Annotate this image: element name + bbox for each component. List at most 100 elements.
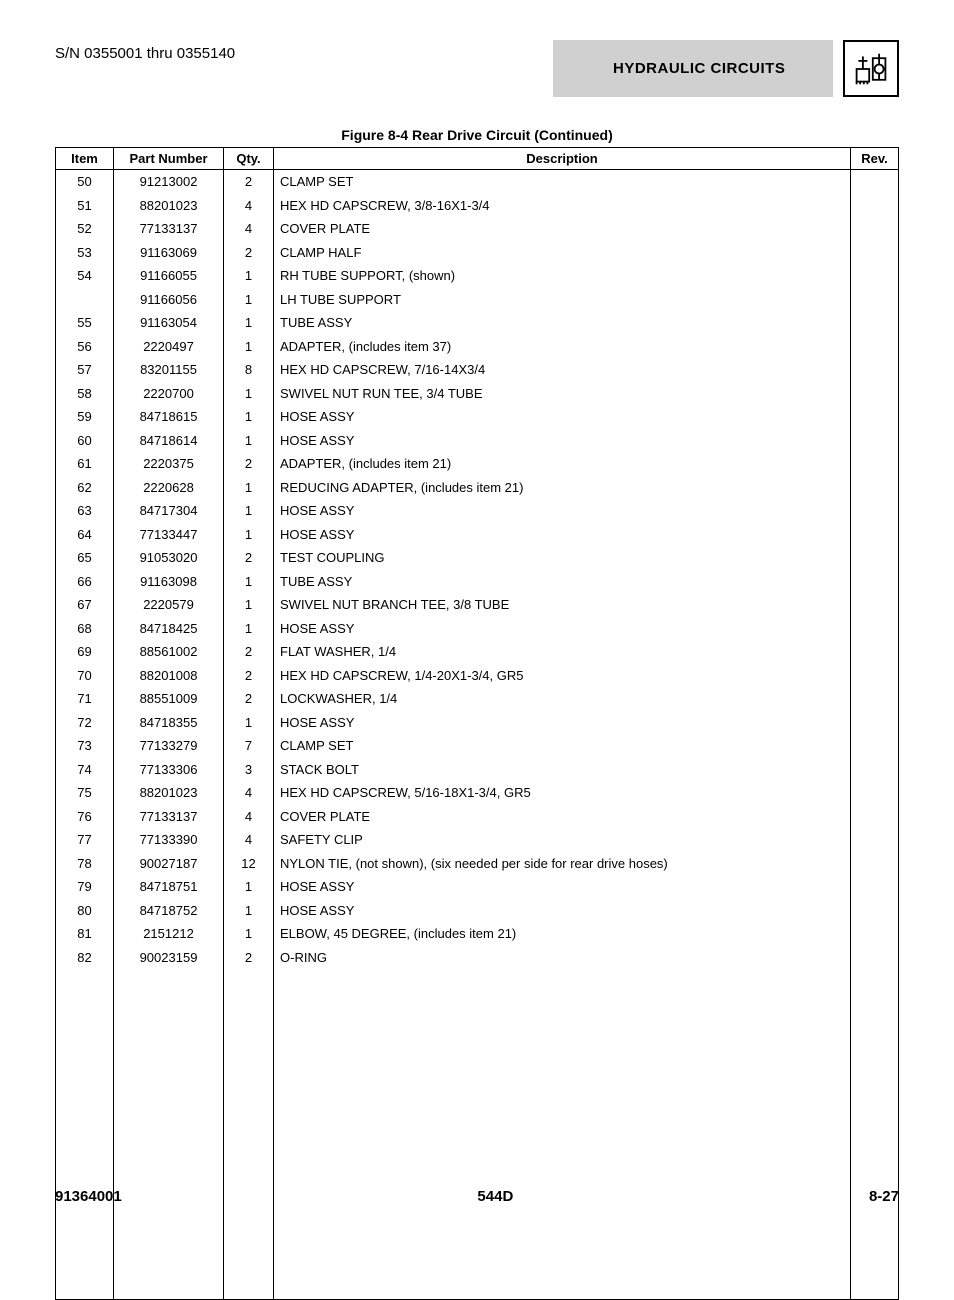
cell-part: 2220375 (114, 452, 224, 476)
cell-item: 58 (56, 382, 114, 406)
cell-qty: 2 (224, 687, 274, 711)
cell-rev (851, 922, 899, 946)
cell-rev (851, 852, 899, 876)
page-header: S/N 0355001 thru 0355140 HYDRAULIC CIRCU… (55, 40, 899, 97)
cell-qty: 4 (224, 781, 274, 805)
cell-desc: SWIVEL NUT RUN TEE, 3/4 TUBE (274, 382, 851, 406)
cell-part: 88201008 (114, 664, 224, 688)
col-header-desc: Description (274, 148, 851, 170)
cell-rev (851, 358, 899, 382)
cell-desc: TUBE ASSY (274, 570, 851, 594)
hydraulic-circuits-icon (853, 51, 889, 87)
cell-part: 77133279 (114, 734, 224, 758)
cell-desc: COVER PLATE (274, 217, 851, 241)
cell-desc: NYLON TIE, (not shown), (six needed per … (274, 852, 851, 876)
footer-center: 544D (477, 1188, 513, 1205)
cell-rev (851, 664, 899, 688)
cell-part: 77133447 (114, 523, 224, 547)
cell-item: 56 (56, 335, 114, 359)
serial-range: S/N 0355001 thru 0355140 (55, 40, 235, 62)
cell-item: 50 (56, 170, 114, 194)
cell-item: 72 (56, 711, 114, 735)
cell-desc: SWIVEL NUT BRANCH TEE, 3/8 TUBE (274, 593, 851, 617)
cell-part: 84717304 (114, 499, 224, 523)
figure-title: Figure 8-4 Rear Drive Circuit (Continued… (55, 127, 899, 143)
cell-rev (851, 499, 899, 523)
cell-part: 91053020 (114, 546, 224, 570)
cell-desc: SAFETY CLIP (274, 828, 851, 852)
cell-qty: 7 (224, 734, 274, 758)
table-row: 73771332797CLAMP SET (56, 734, 899, 758)
cell-item: 67 (56, 593, 114, 617)
cell-qty: 1 (224, 570, 274, 594)
cell-rev (851, 875, 899, 899)
cell-rev (851, 805, 899, 829)
cell-desc: LOCKWASHER, 1/4 (274, 687, 851, 711)
cell-rev (851, 335, 899, 359)
section-title: HYDRAULIC CIRCUITS (613, 60, 785, 77)
cell-qty: 1 (224, 382, 274, 406)
cell-part: 88201023 (114, 781, 224, 805)
cell-qty: 1 (224, 264, 274, 288)
cell-qty: 2 (224, 170, 274, 194)
cell-desc: HEX HD CAPSCREW, 5/16-18X1-3/4, GR5 (274, 781, 851, 805)
table-row: 80847187521HOSE ASSY (56, 899, 899, 923)
cell-desc: REDUCING ADAPTER, (includes item 21) (274, 476, 851, 500)
cell-part: 88201023 (114, 194, 224, 218)
cell-part: 91166056 (114, 288, 224, 312)
cell-item: 80 (56, 899, 114, 923)
cell-part: 84718752 (114, 899, 224, 923)
cell-rev (851, 899, 899, 923)
cell-part: 83201155 (114, 358, 224, 382)
footer-left: 91364001 (55, 1188, 122, 1205)
cell-qty: 2 (224, 640, 274, 664)
table-row: 55911630541TUBE ASSY (56, 311, 899, 335)
cell-rev (851, 170, 899, 194)
table-row: 50912130022CLAMP SET (56, 170, 899, 194)
cell-item: 68 (56, 617, 114, 641)
cell-item: 79 (56, 875, 114, 899)
cell-desc: HEX HD CAPSCREW, 3/8-16X1-3/4 (274, 194, 851, 218)
cell-item: 69 (56, 640, 114, 664)
parts-table: Item Part Number Qty. Description Rev. 5… (55, 147, 899, 1300)
cell-item: 62 (56, 476, 114, 500)
cell-qty: 1 (224, 499, 274, 523)
cell-desc: LH TUBE SUPPORT (274, 288, 851, 312)
cell-qty: 1 (224, 476, 274, 500)
cell-part: 90023159 (114, 946, 224, 970)
cell-item: 78 (56, 852, 114, 876)
footer-right: 8-27 (869, 1188, 899, 1205)
cell-part: 91213002 (114, 170, 224, 194)
table-row: 5822207001SWIVEL NUT RUN TEE, 3/4 TUBE (56, 382, 899, 406)
cell-qty: 4 (224, 194, 274, 218)
cell-rev (851, 452, 899, 476)
table-row: 6222206281REDUCING ADAPTER, (includes it… (56, 476, 899, 500)
table-row: 65910530202TEST COUPLING (56, 546, 899, 570)
cell-item: 76 (56, 805, 114, 829)
col-header-rev: Rev. (851, 148, 899, 170)
cell-part: 84718615 (114, 405, 224, 429)
cell-item: 53 (56, 241, 114, 265)
table-row: 71885510092LOCKWASHER, 1/4 (56, 687, 899, 711)
table-row: 74771333063STACK BOLT (56, 758, 899, 782)
cell-qty: 1 (224, 288, 274, 312)
cell-qty: 1 (224, 899, 274, 923)
cell-rev (851, 241, 899, 265)
cell-rev (851, 194, 899, 218)
cell-part: 88561002 (114, 640, 224, 664)
cell-qty: 4 (224, 217, 274, 241)
cell-qty: 1 (224, 405, 274, 429)
hydraulic-icon-box (843, 40, 899, 97)
cell-qty: 1 (224, 617, 274, 641)
cell-desc: CLAMP SET (274, 734, 851, 758)
cell-desc: COVER PLATE (274, 805, 851, 829)
table-row: 54911660551RH TUBE SUPPORT, (shown) (56, 264, 899, 288)
cell-rev (851, 617, 899, 641)
cell-item (56, 288, 114, 312)
cell-desc: ADAPTER, (includes item 21) (274, 452, 851, 476)
table-row: 75882010234HEX HD CAPSCREW, 5/16-18X1-3/… (56, 781, 899, 805)
cell-part: 84718425 (114, 617, 224, 641)
cell-qty: 1 (224, 311, 274, 335)
table-row: 57832011558HEX HD CAPSCREW, 7/16-14X3/4 (56, 358, 899, 382)
table-row: 789002718712NYLON TIE, (not shown), (six… (56, 852, 899, 876)
